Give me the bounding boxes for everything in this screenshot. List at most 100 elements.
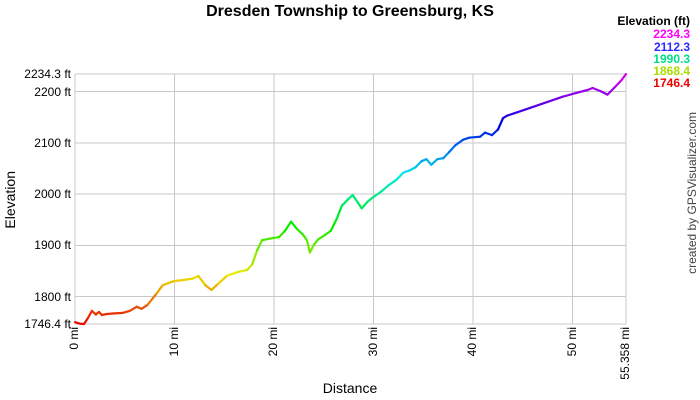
- y-tick-label-1900: 1900 ft: [34, 238, 71, 253]
- profile-segment: [82, 317, 89, 326]
- profile-segment: [217, 274, 229, 285]
- credit-text: created by GPSVisualizer.com: [685, 112, 699, 274]
- profile-segment: [360, 200, 369, 210]
- profile-segment: [468, 135, 482, 139]
- profile-segment: [277, 229, 287, 239]
- profile-segment: [181, 277, 194, 282]
- profile-segment: [346, 194, 354, 201]
- elevation-legend: Elevation (ft) 2234.3 2112.3 1990.3 1868.4 1…: [617, 15, 690, 90]
- legend-entry-1868.4: 1868.4: [653, 64, 690, 79]
- profile-segment: [261, 237, 272, 242]
- y-axis-title-text: Elevation: [2, 171, 18, 229]
- profile-segment: [448, 144, 457, 154]
- y-tick-label-2200: 2200 ft: [34, 84, 71, 99]
- profile-segment: [591, 86, 602, 93]
- profile-segment: [289, 220, 299, 230]
- profile-segment: [105, 312, 116, 316]
- x-tick-label-text: 0 mi: [67, 327, 81, 350]
- y-tick-label-2100: 2100 ft: [34, 135, 71, 150]
- x-axis-title: Distance: [322, 380, 378, 396]
- x-tick-label-text: 55.358 mi: [618, 327, 632, 380]
- profile-segment: [371, 190, 382, 199]
- profile-segment: [295, 227, 304, 236]
- legend-entry-2234.3: 2234.3: [653, 27, 690, 42]
- profile-segment: [496, 117, 505, 131]
- profile-segment: [86, 309, 93, 320]
- profile-segment: [395, 171, 405, 181]
- profile-segment: [576, 88, 589, 94]
- y-axis-title: Elevation: [2, 171, 18, 232]
- profile-segment: [599, 90, 609, 96]
- y-tick-label-2000: 2000 ft: [34, 187, 71, 202]
- x-tick-label-text: 30 mi: [365, 327, 380, 357]
- profile-segment: [197, 274, 207, 287]
- legend-entry-2112.3: 2112.3: [653, 39, 690, 54]
- profile-segment: [425, 158, 433, 166]
- profile-segment: [121, 309, 131, 314]
- profile-segment: [387, 178, 398, 187]
- x-tick-label-10: 10 mi: [167, 327, 181, 361]
- profile-segment: [113, 311, 124, 315]
- profile-segment: [323, 229, 332, 237]
- profile-segment: [516, 105, 534, 114]
- profile-segment: [430, 158, 439, 166]
- profile-segment: [454, 138, 465, 147]
- profile-segment: [484, 131, 494, 137]
- profile-segment: [161, 280, 175, 287]
- profile-segment: [505, 111, 519, 117]
- legend-entry-1990.3: 1990.3: [653, 51, 690, 66]
- profile-segment: [531, 100, 549, 108]
- profile-segment: [408, 166, 417, 172]
- x-tick-label-30: 30 mi: [366, 327, 380, 361]
- profile-segment: [316, 233, 326, 241]
- x-tick-label-50: 50 mi: [565, 327, 579, 361]
- x-tick-label-text: 50 mi: [564, 327, 579, 357]
- profile-segment: [172, 279, 184, 283]
- profile-segment: [251, 249, 259, 266]
- x-tick-label-40: 40 mi: [465, 327, 479, 361]
- profile-segment: [561, 91, 579, 98]
- profile-segment: [335, 204, 343, 220]
- gpsvisualizer-credit: created by GPSVisualizer.com: [685, 112, 699, 277]
- y-tick-label-1746.4: 1746.4 ft: [24, 317, 71, 331]
- legend-entries: 2234.3 2112.3 1990.3 1868.4 1746.4: [617, 27, 690, 91]
- profile-segment: [226, 270, 240, 277]
- x-tick-label-20: 20 mi: [266, 327, 280, 361]
- profile-segment: [237, 268, 249, 273]
- profile-segment: [305, 239, 311, 254]
- profile-segment: [128, 305, 138, 312]
- profile-segment: [490, 128, 500, 137]
- profile-segment: [256, 239, 264, 252]
- profile-segment: [269, 236, 281, 240]
- profile-segment: [606, 85, 617, 96]
- profile-segment: [614, 79, 623, 88]
- x-tick-label-0: 0 mi: [67, 327, 81, 355]
- profile-segment: [210, 282, 220, 291]
- x-tick-label-text: 10 mi: [166, 327, 181, 357]
- profile-segment: [146, 292, 158, 306]
- profile-segment: [308, 243, 315, 254]
- profile-segment: [140, 303, 149, 310]
- y-tick-label-1800: 1800 ft: [34, 289, 71, 304]
- profile-segment: [546, 95, 564, 103]
- profile-segment: [329, 217, 338, 232]
- profile-segment: [442, 150, 451, 160]
- profile-segment: [414, 160, 423, 169]
- profile-segment: [283, 220, 293, 232]
- profile-segment: [204, 284, 213, 291]
- x-tick-label-text: 40 mi: [465, 327, 480, 357]
- profile-segment: [351, 194, 359, 204]
- profile-segment: [246, 263, 254, 271]
- profile-segment: [356, 201, 363, 210]
- profile-segment: [620, 72, 628, 82]
- legend-entry-1746.4: 1746.4: [653, 76, 690, 91]
- profile-segment: [379, 184, 390, 194]
- profile-segment: [155, 284, 164, 295]
- legend-header: Elevation (ft): [617, 14, 690, 28]
- y-tick-label-2234.3: 2234.3 ft: [24, 67, 71, 81]
- chart-title: Dresden Township to Greensburg, KS: [206, 3, 494, 20]
- x-tick-label-55.358: 55.358 mi: [618, 327, 632, 385]
- x-tick-label-text: 20 mi: [266, 327, 281, 357]
